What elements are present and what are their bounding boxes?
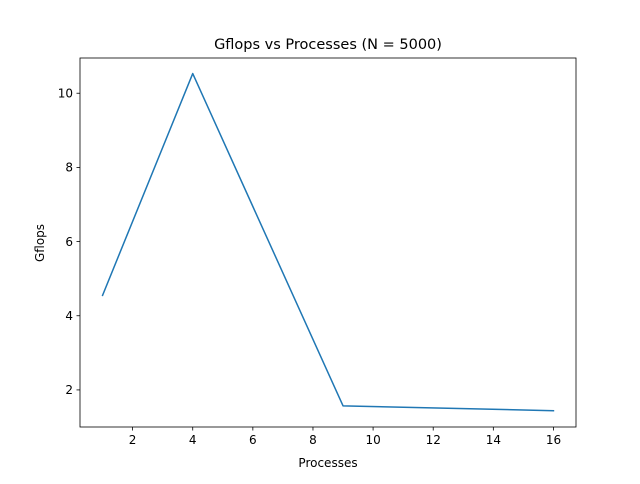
x-tick-label: 14 — [486, 433, 501, 447]
plot-area: 2 4 6 8 10 12 14 16 2 4 6 8 10 — [58, 57, 577, 447]
series-line-0 — [101, 72, 555, 412]
x-tick-label: 4 — [189, 433, 197, 447]
y-tick-label: 8 — [65, 161, 73, 175]
x-tick-label: 10 — [365, 433, 380, 447]
x-tick-label: 8 — [309, 433, 317, 447]
chart-title: Gflops vs Processes (N = 5000) — [214, 37, 442, 53]
y-tick-label: 2 — [65, 383, 73, 397]
x-tick-label: 12 — [426, 433, 441, 447]
y-axis-label: Gflops — [33, 224, 47, 262]
y-tick-label: 4 — [65, 309, 73, 323]
x-tick-label: 16 — [546, 433, 561, 447]
x-axis-label: Processes — [298, 456, 357, 470]
y-tick-label: 6 — [65, 235, 73, 249]
axes-frame — [79, 57, 577, 428]
y-tick-label: 10 — [58, 87, 73, 101]
x-tick-label: 2 — [129, 433, 137, 447]
x-tick-label: 6 — [249, 433, 257, 447]
